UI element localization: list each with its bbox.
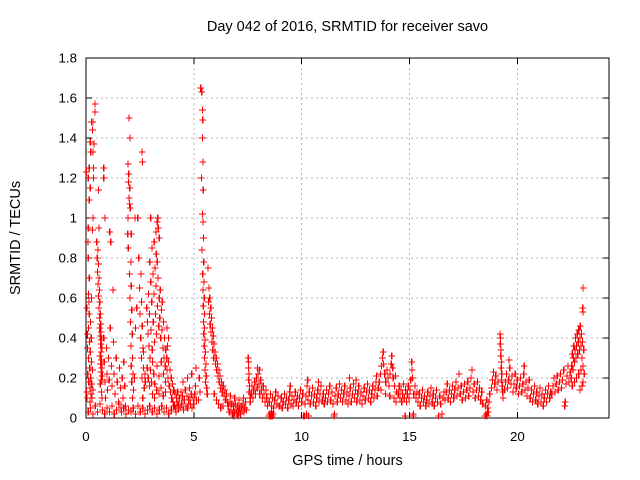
y-tick-label: 1.4: [59, 131, 78, 146]
y-tick-labels: 0 0.2 0.4 0.6 0.8 1 1.2 1.4 1.6 1.8: [59, 51, 78, 426]
plot-border: [85, 57, 610, 419]
y-tick-label: 0.4: [59, 331, 78, 346]
y-tick-label: 1.2: [59, 171, 78, 186]
y-tick-label: 0.8: [59, 251, 78, 266]
x-tick-label: 0: [82, 429, 89, 444]
x-tick-label: 20: [510, 429, 525, 444]
x-axis-label: GPS time / hours: [292, 453, 403, 469]
axis-ticks: [85, 57, 609, 419]
x-tick-label: 15: [402, 429, 417, 444]
y-tick-label: 0: [70, 411, 77, 426]
x-tick-label: 10: [294, 429, 309, 444]
y-tick-label: 0.6: [59, 291, 78, 306]
gridlines: [86, 58, 609, 418]
y-tick-label: 0.2: [59, 371, 78, 386]
y-tick-label: 1.6: [59, 91, 78, 106]
data-points: [83, 84, 588, 420]
y-tick-label: 1: [70, 211, 77, 226]
x-tick-labels: 0 5 10 15 20: [82, 429, 524, 444]
y-tick-label: 1.8: [59, 51, 78, 66]
x-tick-label: 5: [190, 429, 197, 444]
chart-title: Day 042 of 2016, SRMTID for receiver sav…: [206, 19, 489, 35]
